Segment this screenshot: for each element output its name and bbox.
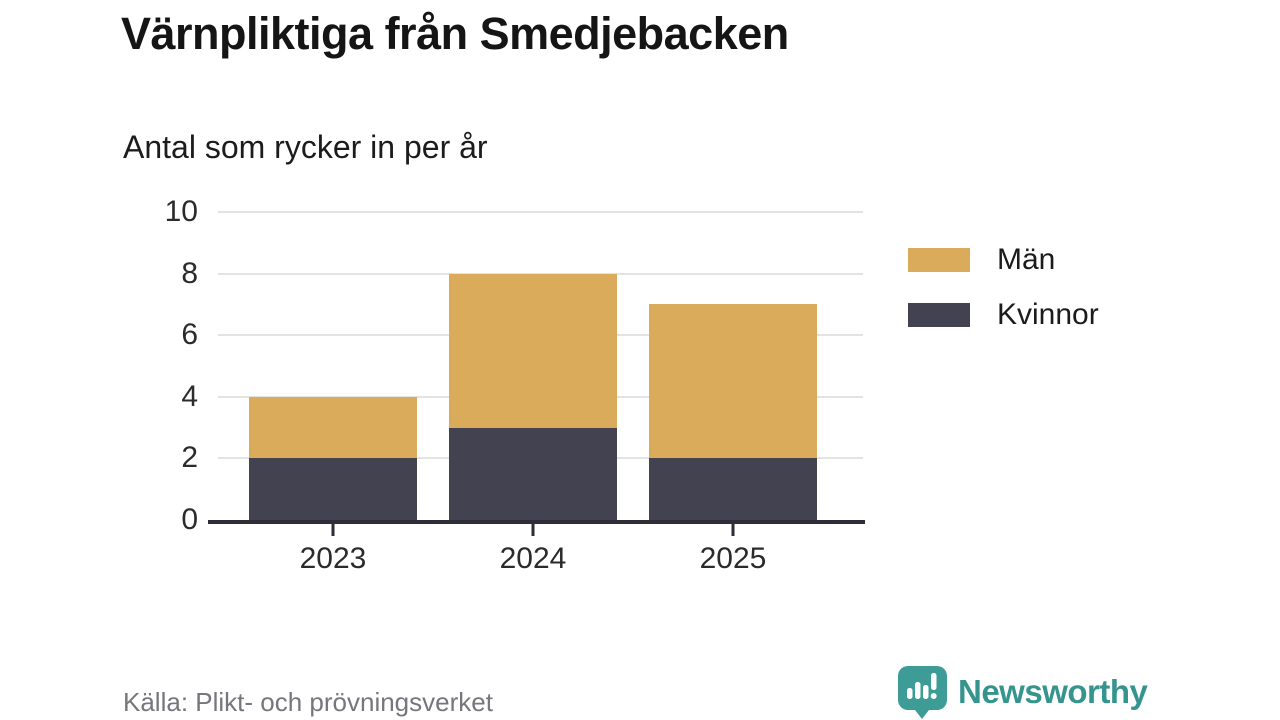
bar-segment-män-2025 xyxy=(649,304,817,459)
legend-row-kvinnor: Kvinnor xyxy=(908,298,1099,332)
y-axis-label-6: 6 xyxy=(181,318,198,352)
page-title: Värnpliktiga från Smedjebacken xyxy=(121,8,789,59)
bar-segment-män-2023 xyxy=(249,396,417,459)
x-tick-2025 xyxy=(731,524,735,536)
x-tick-2024 xyxy=(531,524,535,536)
x-axis-label-2025: 2025 xyxy=(699,542,767,575)
newsworthy-logo-icon xyxy=(898,666,947,719)
bar-segment-kvinnor-2023 xyxy=(249,458,417,520)
legend-label-kvinnor: Kvinnor xyxy=(997,298,1099,331)
x-tick-2023 xyxy=(331,524,335,536)
source-note: Källa: Plikt- och prövningsverket xyxy=(123,687,493,717)
legend-swatch-kvinnor xyxy=(908,303,970,327)
gridline-y8 xyxy=(218,272,863,275)
bar-segment-män-2024 xyxy=(449,273,617,428)
brand-logo: Newsworthy xyxy=(896,664,1148,719)
x-axis-label-2023: 2023 xyxy=(299,542,367,575)
y-axis-label-0: 0 xyxy=(181,503,198,536)
chart-subtitle: Antal som rycker in per år xyxy=(123,129,488,165)
y-axis-label-8: 8 xyxy=(181,256,198,290)
legend-label-män: Män xyxy=(997,243,1056,276)
gridline-y10 xyxy=(218,211,863,213)
y-axis-label-10: 10 xyxy=(164,195,198,228)
x-axis-baseline xyxy=(208,520,865,524)
legend-row-män: Män xyxy=(908,243,1099,277)
y-axis-label-2: 2 xyxy=(181,441,198,475)
bar-segment-kvinnor-2025 xyxy=(649,458,817,520)
bar-segment-kvinnor-2024 xyxy=(449,427,617,520)
legend: Män Kvinnor xyxy=(908,243,1099,353)
brand-name: Newsworthy xyxy=(958,672,1148,710)
x-axis-label-2024: 2024 xyxy=(499,542,567,575)
y-axis: 0 2 4 6 8 10 xyxy=(130,195,198,536)
y-axis-label-4: 4 xyxy=(181,379,198,413)
legend-swatch-män xyxy=(908,248,970,272)
plot-area: 2023 2024 2025 xyxy=(208,211,865,575)
